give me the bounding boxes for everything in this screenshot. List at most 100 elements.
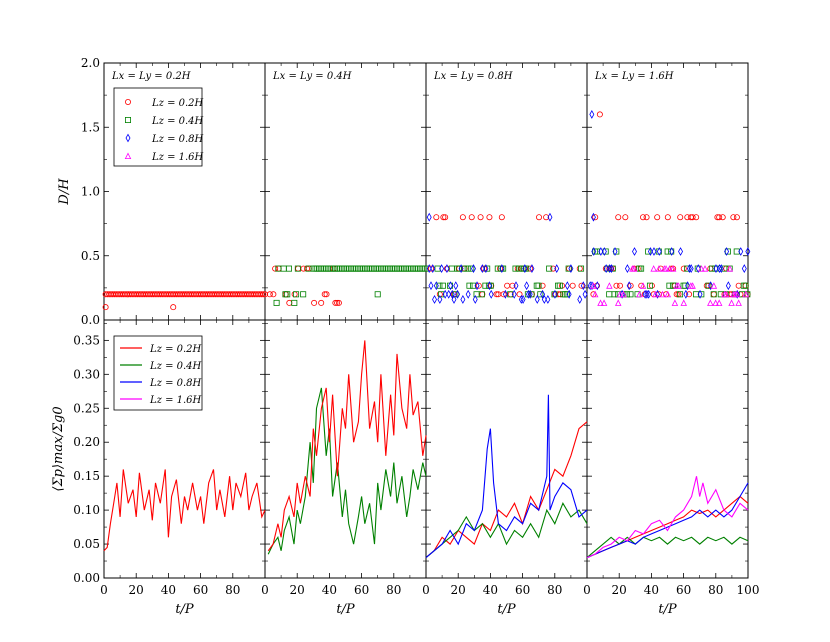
data-point: [525, 289, 531, 299]
data-point: [578, 265, 585, 272]
bottom-y-tick-label: 0.20: [73, 435, 100, 449]
data-point: [565, 265, 572, 272]
data-point: [642, 289, 648, 299]
bottom-y-axis-label: ⟨Σp⟩max/Σg0: [51, 406, 66, 491]
data-point: [539, 282, 546, 289]
data-point: [347, 265, 354, 272]
bottom-legend: Lz = 0.2H Lz = 0.4H Lz = 0.8H Lz = 1.6H: [113, 335, 203, 411]
data-point: [742, 290, 749, 298]
top-y-tick-label: 1.0: [81, 185, 100, 199]
data-point: [606, 291, 613, 298]
data-point: [453, 281, 459, 291]
data-point: [370, 265, 377, 272]
x-tick-label: 20: [612, 583, 627, 597]
data-point: [601, 247, 607, 256]
data-point: [376, 265, 383, 272]
data-point: [624, 264, 630, 274]
data-point: [365, 265, 372, 272]
data-point: [381, 265, 388, 272]
data-point: [683, 289, 689, 299]
data-point: [650, 265, 657, 272]
data-point: [554, 264, 560, 274]
data-point: [295, 265, 302, 272]
data-point: [362, 265, 369, 272]
x-tick-label: 0: [422, 583, 430, 597]
legend-marker: [125, 99, 132, 106]
data-point: [444, 264, 450, 274]
data-point: [401, 265, 408, 272]
data-point: [534, 295, 540, 304]
x-tick-label: 40: [644, 583, 659, 597]
data-point: [630, 265, 638, 272]
panel-frame: [586, 319, 749, 579]
data-point: [513, 281, 519, 291]
data-point: [577, 295, 583, 304]
data-point: [406, 265, 413, 272]
data-point: [409, 265, 416, 272]
data-point: [500, 265, 507, 272]
data-point: [316, 265, 323, 272]
data-point: [339, 265, 346, 272]
data-point: [707, 265, 714, 272]
data-point: [512, 265, 519, 272]
data-point: [627, 282, 634, 289]
panel-frame: [425, 319, 588, 579]
data-point: [332, 299, 339, 306]
data-point: [399, 265, 406, 272]
data-point: [293, 291, 300, 298]
data-point: [638, 265, 645, 272]
data-point: [598, 247, 604, 256]
data-point: [477, 214, 484, 221]
panel-title: Lx = Ly = 0.8H: [433, 71, 513, 82]
top-panel-2: [264, 62, 427, 321]
data-point: [677, 214, 684, 221]
data-point: [440, 214, 447, 221]
data-point: [314, 265, 321, 272]
data-point: [733, 248, 740, 255]
data-point: [426, 212, 432, 222]
data-point: [522, 264, 528, 274]
data-point: [644, 289, 650, 299]
data-point: [442, 214, 449, 221]
data-point: [394, 265, 401, 272]
data-point: [716, 214, 723, 221]
data-point: [483, 264, 489, 274]
data-point: [603, 264, 609, 274]
bottom-y-tick-label: 0.30: [73, 367, 100, 381]
data-point: [383, 265, 390, 272]
data-point: [710, 282, 718, 289]
data-point: [102, 304, 109, 311]
data-point: [342, 265, 349, 272]
data-point: [266, 291, 273, 298]
data-point: [738, 247, 744, 256]
data-point: [682, 282, 689, 289]
data-point: [442, 289, 448, 299]
data-point: [449, 289, 455, 299]
top-y-tick-label: 0.0: [81, 313, 100, 327]
data-point: [385, 265, 392, 272]
series-line: [586, 536, 749, 559]
data-point: [392, 265, 399, 272]
x-tick-label: 100: [737, 583, 760, 597]
legend-label: Lz = 0.4H: [151, 116, 204, 127]
data-point: [433, 281, 439, 291]
data-point: [260, 291, 267, 298]
bottom-y-tick-label: 0.05: [73, 537, 100, 551]
data-point: [286, 299, 293, 306]
bottom-y-tick-label: 0.10: [73, 503, 100, 517]
bottom-panel-2: [264, 319, 427, 579]
top-scatter-1: [102, 291, 268, 311]
data-point: [537, 291, 544, 298]
data-point: [710, 291, 717, 298]
x-tick-label: 60: [193, 583, 208, 597]
x-tick-label: 80: [547, 583, 562, 597]
data-point: [527, 265, 534, 272]
data-point: [318, 299, 325, 306]
data-point: [636, 290, 643, 298]
data-point: [344, 265, 351, 272]
data-point: [291, 299, 298, 306]
top-scatter-4: [587, 109, 751, 306]
x-tick-label: 0: [100, 583, 108, 597]
series-line: [586, 482, 749, 559]
data-point: [724, 247, 730, 256]
